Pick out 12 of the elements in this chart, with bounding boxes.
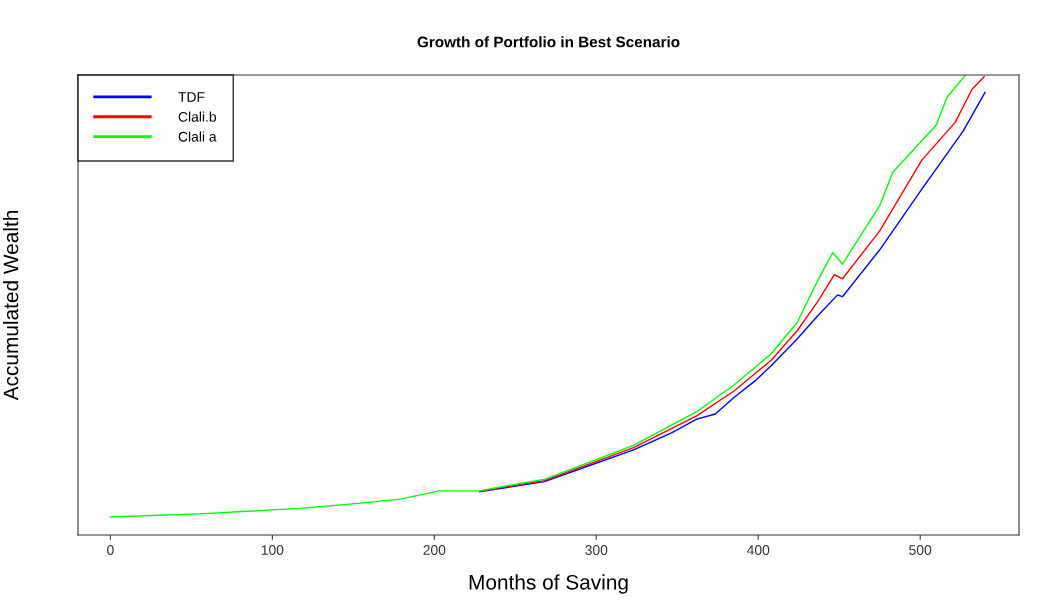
x-tick-label: 200 (423, 545, 446, 555)
x-axis-title: Months of Saving (469, 574, 628, 594)
x-tick-label: 300 (585, 545, 608, 555)
x-tick-label: 400 (746, 545, 770, 555)
x-tick-label: 500 (909, 545, 932, 555)
chart-title: Growth of Portfolio in Best Scenario (417, 36, 680, 48)
x-tick-label: 100 (261, 545, 284, 555)
legend-label: TDF (178, 92, 205, 102)
x-tick-label: 0 (107, 545, 114, 555)
legend-label: Clali a (178, 131, 217, 142)
y-axis-title: Accumulated Wealth (3, 211, 19, 401)
legend-label: Clali.b (178, 111, 217, 122)
